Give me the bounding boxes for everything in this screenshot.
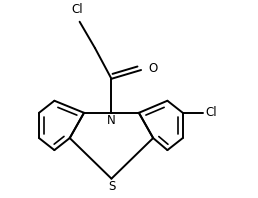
Text: S: S — [108, 180, 115, 193]
Text: Cl: Cl — [206, 106, 217, 119]
Text: O: O — [149, 62, 158, 75]
Text: Cl: Cl — [72, 3, 83, 16]
Text: N: N — [107, 114, 116, 127]
